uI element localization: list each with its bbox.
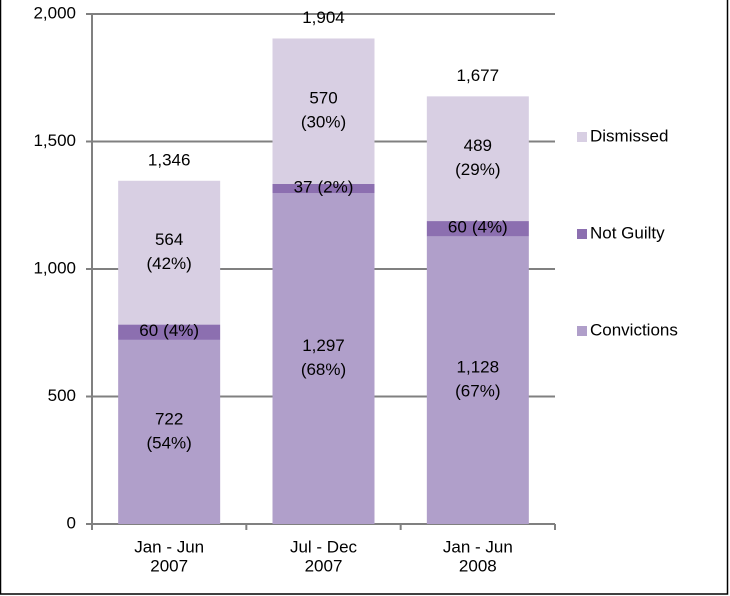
bar-segment (426, 96, 529, 222)
bar-segment (272, 38, 375, 184)
legend-label: Convictions (590, 320, 678, 339)
bar-segment (118, 339, 221, 524)
legend-swatch (577, 326, 587, 336)
value-label: 37 (294, 178, 313, 197)
data-label: 37 (2%) (294, 178, 354, 197)
x-tick-label: Jan - Jun (134, 537, 204, 556)
x-tick-label: Jul - Dec (290, 537, 358, 556)
percent-label: (2%) (318, 178, 354, 197)
y-tick-label: 1,500 (33, 131, 76, 150)
data-label: (42%) (146, 254, 191, 273)
value-label: 60 (448, 218, 467, 237)
y-tick-label: 1,000 (33, 258, 76, 277)
data-label: 60 (4%) (448, 218, 508, 237)
bar-segment (272, 183, 375, 194)
bar-segment (426, 236, 529, 525)
data-label: 722 (155, 409, 183, 428)
data-label: 1,128 (457, 358, 500, 377)
data-label: 1,297 (302, 336, 345, 355)
legend-label: Dismissed (590, 126, 668, 145)
data-label: (29%) (455, 160, 500, 179)
x-tick-label: 2007 (150, 556, 188, 575)
bar-segment (426, 221, 529, 237)
bar-segment (272, 193, 375, 524)
legend-swatch (577, 229, 587, 239)
data-label: (30%) (301, 113, 346, 132)
y-tick-label: 500 (48, 386, 76, 405)
data-label: 60 (4%) (139, 322, 199, 341)
x-tick-label: 2007 (305, 556, 343, 575)
data-label: (54%) (146, 433, 191, 452)
value-label: 60 (139, 322, 158, 341)
x-tick-label: 2008 (459, 556, 497, 575)
total-label: 1,904 (302, 8, 345, 27)
data-label: (68%) (301, 360, 346, 379)
x-tick-label: Jan - Jun (443, 537, 513, 556)
legend-swatch (577, 132, 587, 142)
percent-label: (4%) (163, 322, 199, 341)
y-tick-label: 2,000 (33, 3, 76, 22)
data-label: 489 (464, 136, 492, 155)
y-tick-label: 0 (67, 513, 76, 532)
bar-segment (118, 324, 221, 340)
bar-segment (118, 180, 221, 325)
percent-label: (4%) (472, 218, 508, 237)
total-label: 1,346 (148, 150, 191, 169)
data-label: 570 (309, 89, 337, 108)
legend-label: Not Guilty (590, 223, 665, 242)
data-label: (67%) (455, 382, 500, 401)
data-label: 564 (155, 230, 183, 249)
total-label: 1,677 (457, 66, 500, 85)
